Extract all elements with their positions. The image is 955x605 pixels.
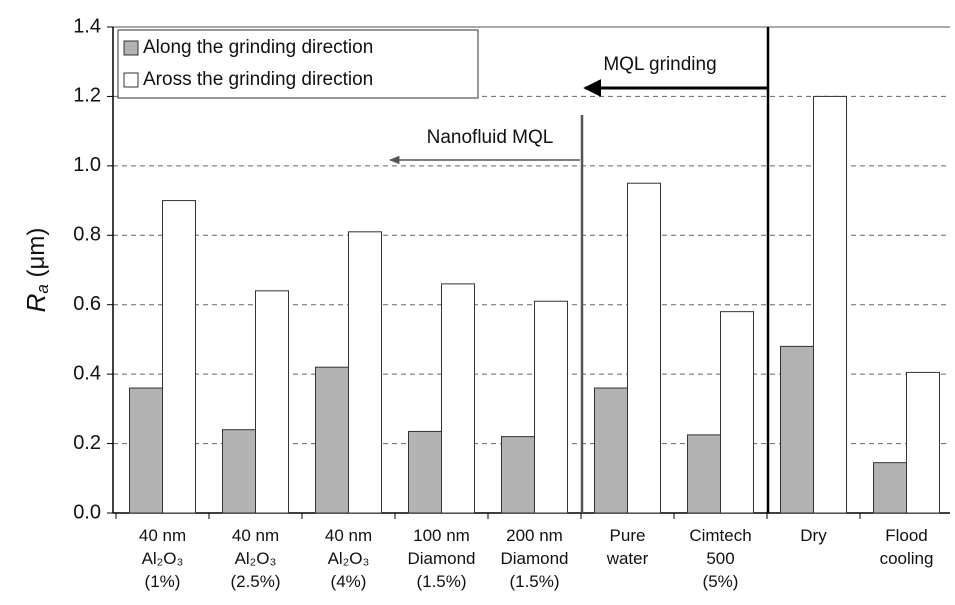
legend-box	[117, 29, 479, 99]
bar	[348, 231, 382, 514]
bar	[594, 387, 628, 514]
bar	[162, 200, 196, 514]
x-tick-label: Dry	[800, 526, 827, 545]
x-tick-label: 100 nm Diamond (1.5%)	[407, 526, 475, 591]
bar	[780, 345, 814, 514]
y-tick-label: 0.6	[73, 293, 101, 315]
legend-label: Along the grinding direction	[143, 37, 373, 58]
bar	[441, 283, 475, 514]
bar	[222, 429, 256, 514]
y-tick-label: 1.2	[73, 85, 101, 107]
y-tick-label: 1.4	[73, 15, 101, 37]
bar	[627, 182, 661, 514]
y-tick-label: 0.4	[73, 362, 101, 384]
y-axis-label-part: a	[33, 284, 52, 293]
bar	[687, 434, 721, 514]
bar	[720, 311, 754, 514]
x-tick-label: 40 nm Al₂O₃ (2.5%)	[230, 526, 280, 591]
legend-swatch	[123, 72, 139, 88]
x-tick-label: Cimtech 500 (5%)	[689, 526, 751, 591]
bar	[873, 462, 907, 514]
bar	[906, 371, 940, 514]
y-tick-label: 0.0	[73, 501, 101, 523]
y-tick-label: 0.2	[73, 432, 101, 454]
bar	[501, 436, 535, 514]
x-tick-label: Pure water	[606, 526, 649, 568]
annotation: Nanofluid MQL	[427, 127, 554, 148]
y-axis-label-part: R	[21, 294, 51, 313]
y-axis-label-part: (μm)	[23, 228, 50, 284]
x-tick-label: 40 nm Al₂O₃ (4%)	[325, 526, 372, 591]
bar	[129, 387, 163, 514]
x-tick-label: 40 nm Al₂O₃ (1%)	[139, 526, 186, 591]
x-tick-label: 200 nm Diamond (1.5%)	[500, 526, 568, 591]
bar	[315, 366, 349, 514]
bar	[534, 300, 568, 514]
y-tick-label: 0.8	[73, 224, 101, 246]
legend-swatch	[123, 40, 139, 56]
bar	[255, 290, 289, 514]
x-tick-label: Flood cooling	[880, 526, 934, 568]
bar	[408, 430, 442, 514]
y-tick-label: 1.0	[73, 154, 101, 176]
y-axis-label: Ra (μm)	[21, 228, 53, 313]
legend-label: Aross the grinding direction	[143, 69, 373, 90]
annotation: MQL grinding	[603, 54, 716, 75]
bar	[813, 95, 847, 514]
